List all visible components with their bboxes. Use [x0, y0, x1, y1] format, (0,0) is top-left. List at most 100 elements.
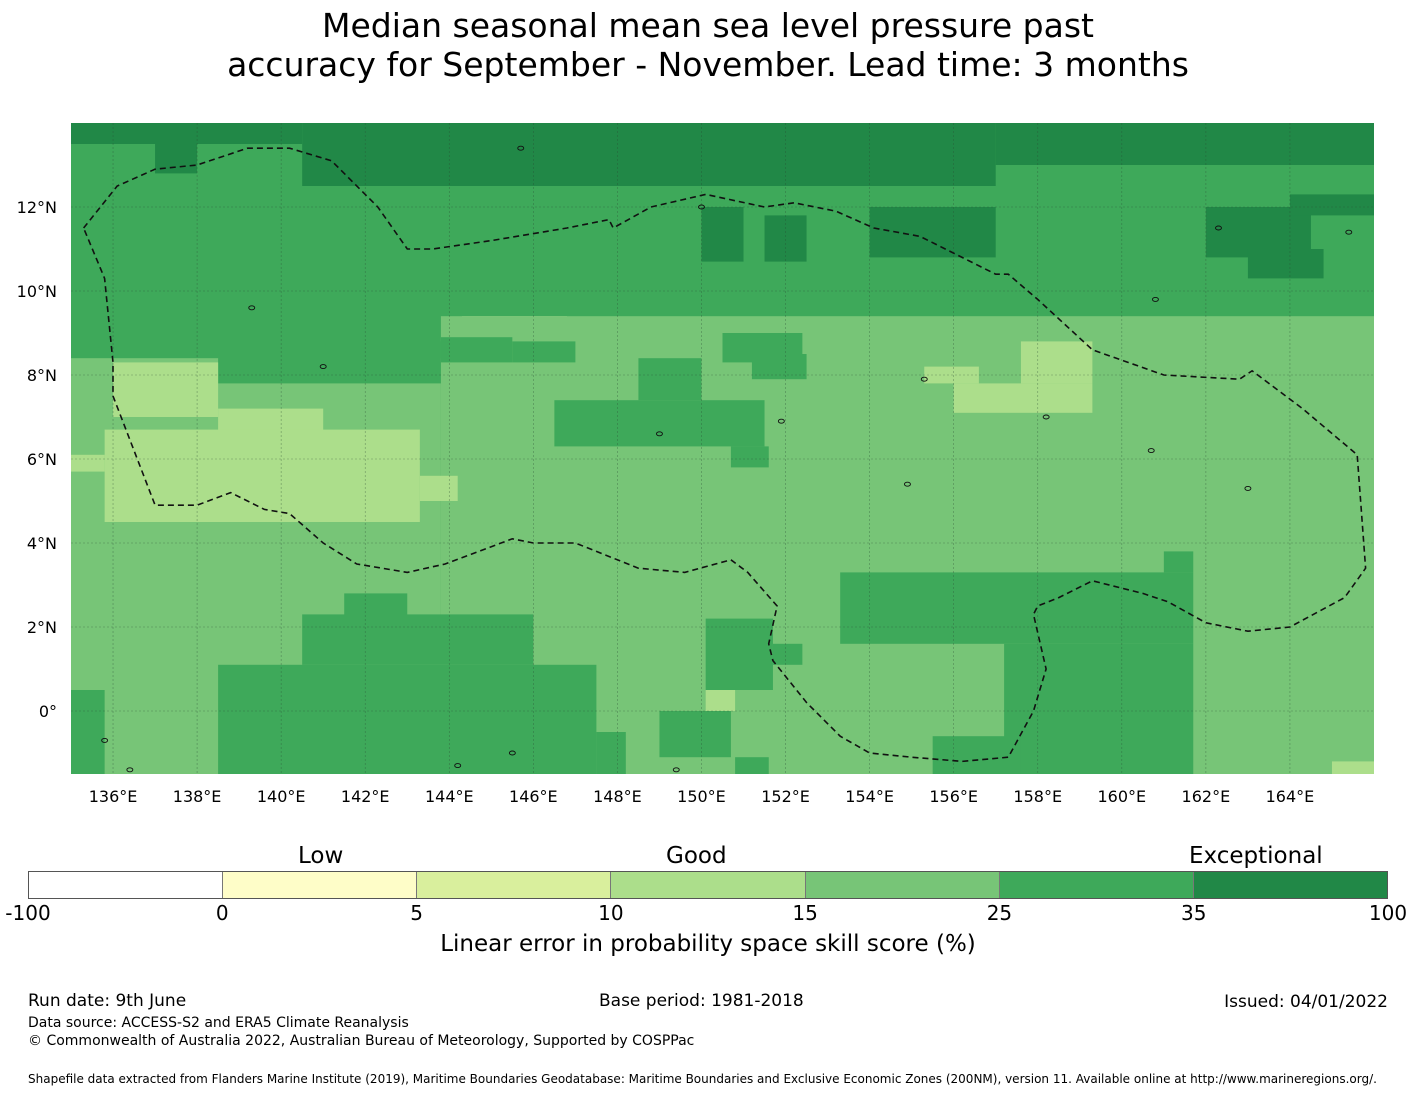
copyright: © Commonwealth of Australia 2022, Austra… — [28, 1033, 695, 1049]
skill-cell — [71, 454, 105, 472]
island-outline — [1147, 448, 1155, 454]
skill-cell — [659, 711, 731, 758]
lat-tick-label: 2°N — [27, 618, 57, 637]
colorbar-tick-label: 25 — [986, 901, 1013, 925]
lon-tick-label: 158°E — [1013, 787, 1062, 806]
lon-tick-label: 138°E — [173, 787, 222, 806]
skill-cell — [772, 643, 803, 665]
island-outline — [1244, 485, 1252, 491]
base-period: Base period: 1981-2018 — [599, 991, 804, 1011]
skill-cell — [730, 446, 769, 468]
skill-cell — [1004, 643, 1194, 774]
island-outline — [656, 431, 663, 437]
skill-cell — [554, 400, 765, 447]
skill-cell — [764, 215, 807, 262]
skill-cell — [932, 736, 1021, 774]
skill-cell — [440, 337, 513, 363]
data-source: Data source: ACCESS-S2 and ERA5 Climate … — [28, 1015, 409, 1031]
lon-tick-label: 150°E — [677, 787, 726, 806]
lat-tick-label: 4°N — [27, 534, 57, 553]
lon-tick-label: 148°E — [593, 787, 642, 806]
skill-cell — [701, 207, 744, 262]
island-outline — [698, 204, 705, 210]
graticule — [71, 123, 1374, 774]
skill-cell — [840, 572, 1194, 644]
colorbar-label: Linear error in probability space skill … — [440, 931, 976, 957]
shapefile-credit: Shapefile data extracted from Flanders M… — [28, 1072, 1377, 1086]
skill-cell — [1163, 551, 1194, 573]
colorbar — [28, 871, 1388, 899]
colorbar-tick-label: 15 — [792, 901, 818, 925]
island-outline — [454, 763, 462, 769]
colorbar-segment — [1193, 872, 1387, 898]
lon-tick-label: 164°E — [1266, 787, 1315, 806]
skill-cells — [71, 123, 1374, 774]
longitude-tick-labels: 136°E 138°E 140°E 142°E 144°E 146°E 148°E 150°E… — [89, 787, 1315, 806]
skill-cell — [1247, 249, 1324, 279]
island-outline — [319, 364, 327, 370]
latitude-tick-labels: 0° 2°N 4°N 6°N 8°N 10°N 12°N — [17, 198, 57, 721]
lon-tick-label: 136°E — [89, 787, 138, 806]
colorbar-segment — [805, 872, 1000, 898]
lat-tick-label: 8°N — [27, 366, 57, 385]
skill-cell — [638, 358, 702, 401]
issued-date: Issued: 04/01/2022 — [1224, 992, 1388, 1012]
category-exceptional: Exceptional — [1189, 843, 1323, 869]
island-outline — [248, 305, 256, 311]
skill-cell — [512, 341, 576, 363]
lon-tick-label: 146°E — [509, 787, 558, 806]
category-good: Good — [666, 843, 727, 869]
chart-title-line-1: Median seasonal mean sea level pressure … — [322, 6, 1094, 45]
colorbar-segment — [611, 872, 806, 898]
skill-cell — [419, 475, 458, 501]
island-outline — [1151, 296, 1159, 302]
skill-cell — [113, 362, 219, 417]
skill-cell — [869, 207, 996, 258]
skill-cell — [218, 664, 597, 774]
island-outline — [1215, 225, 1222, 231]
skill-cell — [302, 614, 534, 665]
island-outline — [126, 767, 134, 773]
island-outline — [508, 750, 516, 756]
run-date: Run date: 9th June — [28, 991, 187, 1011]
chart-title-line-2: accuracy for September - November. Lead … — [227, 45, 1189, 84]
colorbar-tick-label: 5 — [410, 901, 423, 925]
lat-tick-label: 10°N — [17, 282, 57, 301]
eez-boundary — [82, 147, 1367, 763]
colorbar-segment — [417, 872, 612, 898]
skill-cell — [71, 690, 105, 774]
lon-tick-label: 156°E — [929, 787, 978, 806]
lat-tick-label: 0° — [39, 702, 57, 721]
skill-map: 136°E 138°E 140°E 142°E 144°E 146°E 148°E 150°E… — [17, 123, 1374, 806]
lon-tick-label: 162°E — [1182, 787, 1231, 806]
skill-cell — [995, 123, 1374, 165]
island-outline — [101, 737, 109, 743]
colorbar-tick-label: 10 — [598, 901, 624, 925]
skill-cell — [302, 123, 996, 186]
island-outlines — [101, 145, 1353, 773]
skill-cell — [705, 618, 773, 690]
colorbar-segment — [29, 872, 224, 898]
skill-cell — [1020, 341, 1093, 384]
skill-cell — [1331, 761, 1374, 774]
lon-tick-label: 140°E — [257, 787, 306, 806]
lon-tick-label: 154°E — [845, 787, 894, 806]
lon-tick-label: 144°E — [425, 787, 474, 806]
chart-title: Median seasonal mean sea level pressure … — [0, 6, 1416, 84]
lon-tick-label: 160°E — [1097, 787, 1146, 806]
colorbar-tick-label: 100 — [1368, 901, 1408, 925]
category-low: Low — [298, 843, 344, 869]
colorbar-tick-label: 35 — [1180, 901, 1207, 925]
skill-cell — [953, 383, 1093, 413]
lon-tick-label: 142°E — [341, 787, 390, 806]
lon-tick-label: 152°E — [761, 787, 810, 806]
island-outline — [920, 376, 928, 382]
colorbar-segment — [999, 872, 1194, 898]
skill-cell — [596, 732, 626, 774]
island-outline — [903, 481, 911, 487]
skill-cell — [71, 123, 303, 144]
skill-cell — [218, 341, 441, 384]
colorbar-tick-label: 0 — [215, 901, 229, 925]
skill-cell — [1289, 194, 1374, 216]
island-outline — [777, 418, 785, 424]
